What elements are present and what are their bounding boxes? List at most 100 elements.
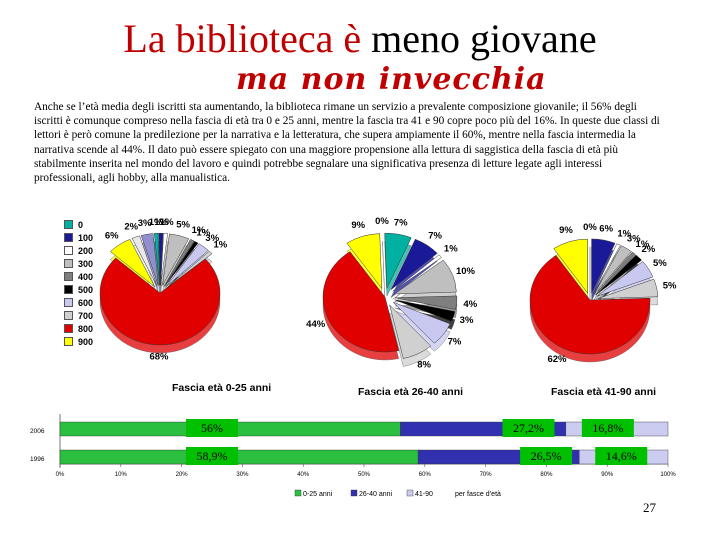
x-tick-label: 50% — [358, 472, 371, 478]
bar-legend-swatch — [294, 489, 302, 497]
x-tick-label: 60% — [419, 472, 432, 478]
stacked-bar-chart: 2006 56% 27,2% 16,8% 1996 58,9% 26,5% 14,6% 0% 10… — [30, 414, 676, 498]
pie-slice-label: 6% — [105, 230, 119, 241]
pie-slice-label: 9% — [559, 225, 573, 236]
legend-item: 800 — [64, 322, 93, 335]
pie-top — [99, 232, 221, 346]
bar-value-label: 16,8% — [592, 421, 623, 435]
page-number: 27 — [643, 500, 656, 515]
pie-slice — [529, 255, 651, 355]
legend-item: 900 — [64, 335, 93, 348]
legend-label: 300 — [78, 258, 94, 269]
x-tick-label: 70% — [480, 472, 493, 478]
legend-label: 100 — [78, 232, 94, 243]
pie-slice-label: 3% — [627, 233, 641, 244]
pie-slice-label: 44% — [306, 319, 326, 330]
pie-legend: 0 100 200 300 400 500 600 700 800 900 — [64, 218, 93, 348]
pie-slice-label: 1% — [192, 225, 206, 236]
pie-slice-label: 5% — [176, 220, 190, 231]
legend-item: 500 — [64, 283, 93, 296]
pie-slice-label: 5% — [663, 280, 677, 291]
x-tick-label: 30% — [236, 472, 249, 478]
title-part1: La biblioteca è — [123, 16, 362, 61]
bar-value-label: 14,6% — [606, 449, 637, 463]
pie-slice-label: 10% — [456, 266, 476, 277]
legend-swatch — [64, 311, 73, 320]
legend-swatch — [64, 246, 73, 255]
pie-slice-label: 1% — [154, 217, 168, 228]
legend-swatch — [64, 324, 73, 333]
bar-legend-swatch — [406, 489, 414, 497]
pie-slice — [110, 238, 155, 287]
legend-label: 500 — [78, 284, 94, 295]
bar-value-label: 58,9% — [197, 449, 228, 463]
pie-slice-label: 9% — [351, 220, 365, 231]
pie-slice — [164, 240, 199, 287]
legend-swatch — [64, 272, 73, 281]
pie-slice — [322, 251, 400, 353]
bar-label-bg — [186, 419, 238, 437]
bar-value-label: 27,2% — [513, 421, 544, 435]
pie-slice — [394, 299, 456, 322]
pie-labels: 1%1%1% 5% 1%1%3%1%68%6%2% 3% — [105, 217, 228, 363]
legend-item: 700 — [64, 309, 93, 322]
pie-slice — [392, 301, 451, 344]
pie-slice — [591, 238, 616, 294]
bar-legend-suffix: per fasce d’età — [455, 491, 501, 498]
pie-slice — [346, 233, 383, 290]
pie-labels: 0% 6% 1%3%1%2%5%5%62%9% — [547, 222, 677, 365]
pie-slice — [158, 232, 164, 286]
pie-slice-label: 1% — [160, 217, 174, 228]
legend-label: 0 — [78, 219, 84, 230]
pie-slice — [553, 238, 588, 294]
pie-slice — [392, 254, 442, 292]
bar-legend-label: 26-40 anni — [359, 491, 393, 498]
pie-slice-label: 3% — [138, 218, 152, 229]
pie-slice — [594, 251, 636, 295]
pie3-title: Fascia età 41-90 anni — [551, 386, 657, 398]
legend-item: 300 — [64, 257, 93, 270]
bar-label-bg — [502, 419, 555, 437]
legend-label: 800 — [78, 323, 94, 334]
legend-swatch — [64, 233, 73, 242]
pie-slice-label: 1% — [617, 229, 631, 240]
pie-slice-label: 7% — [428, 230, 442, 241]
pie-slice — [596, 261, 654, 297]
pie1-title: Fascia età 0-25 anni — [172, 382, 272, 394]
title-part2: meno giovane — [371, 16, 597, 61]
pie-slice — [597, 278, 659, 299]
pie-slice-label: 1% — [444, 243, 458, 254]
pie-slice-label: 1% — [214, 240, 228, 251]
pie-slice — [384, 233, 412, 289]
slide-title: La biblioteca è meno giovane — [0, 18, 720, 60]
pie2-title: Fascia età 26-40 anni — [358, 386, 464, 398]
pie-slice — [160, 233, 168, 286]
pie-slice-label: 68% — [149, 351, 169, 362]
bar-category-label: 2006 — [30, 428, 45, 435]
bar-label-bg — [595, 447, 648, 465]
pie-slice-label: 3% — [460, 315, 474, 326]
pie-slice-side — [382, 241, 385, 297]
bar-label-bg — [581, 419, 634, 437]
pie-slice-label: 8% — [417, 360, 431, 371]
legend-swatch — [64, 220, 73, 229]
body-paragraph: Anche se l’età media degli iscritti sta … — [34, 101, 660, 185]
pie-slice-label: 0% — [375, 216, 389, 227]
x-tick-label: 90% — [601, 472, 614, 478]
legend-swatch — [64, 285, 73, 294]
pie-slice — [394, 295, 458, 310]
slide-subtitle: ma non invecchia — [236, 62, 547, 97]
x-tick-label: 100% — [660, 472, 676, 478]
legend-label: 400 — [78, 271, 94, 282]
pie-slice-label: 7% — [394, 217, 408, 228]
pie-slice-label: 2% — [642, 244, 656, 255]
pie-slice — [390, 238, 438, 291]
pie-slice — [140, 233, 159, 286]
pie-top — [322, 233, 458, 359]
bar-segment — [59, 449, 419, 465]
pie-slice — [593, 243, 621, 294]
pie-slice — [162, 233, 190, 286]
pie-slice-label: 6% — [599, 223, 613, 234]
pie-slice-label: 2% — [124, 221, 138, 232]
bar-label-bg — [520, 447, 573, 465]
